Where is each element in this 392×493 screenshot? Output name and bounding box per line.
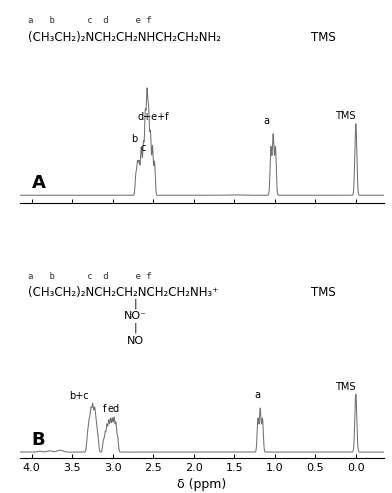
Text: TMS: TMS — [335, 111, 356, 121]
Text: c: c — [140, 143, 145, 153]
Text: TMS: TMS — [311, 286, 336, 299]
X-axis label: δ (ppm): δ (ppm) — [177, 478, 227, 491]
Text: A: A — [32, 174, 45, 192]
Text: |: | — [134, 323, 137, 333]
Text: B: B — [32, 431, 45, 450]
Text: (CH₃CH₂)₂NCH₂CH₂NCH₂CH₂NH₃⁺: (CH₃CH₂)₂NCH₂CH₂NCH₂CH₂NH₃⁺ — [28, 286, 218, 299]
Text: e: e — [107, 404, 113, 414]
Text: NO: NO — [127, 336, 144, 346]
Text: d+e+f: d+e+f — [138, 112, 169, 122]
Text: a   b      c  d     e f: a b c d e f — [28, 16, 151, 26]
Text: b: b — [131, 134, 138, 143]
Text: a   b      c  d     e f: a b c d e f — [28, 272, 151, 281]
Text: TMS: TMS — [335, 382, 356, 392]
Text: f: f — [103, 404, 106, 414]
Text: d: d — [112, 404, 118, 414]
Text: b+c: b+c — [69, 391, 89, 401]
Text: (CH₃CH₂)₂NCH₂CH₂NHCH₂CH₂NH₂: (CH₃CH₂)₂NCH₂CH₂NHCH₂CH₂NH₂ — [28, 31, 221, 44]
Text: TMS: TMS — [311, 31, 336, 44]
Text: a: a — [254, 390, 260, 400]
Text: NO⁻: NO⁻ — [124, 311, 147, 320]
Text: a: a — [264, 116, 270, 126]
Text: |: | — [134, 298, 137, 309]
